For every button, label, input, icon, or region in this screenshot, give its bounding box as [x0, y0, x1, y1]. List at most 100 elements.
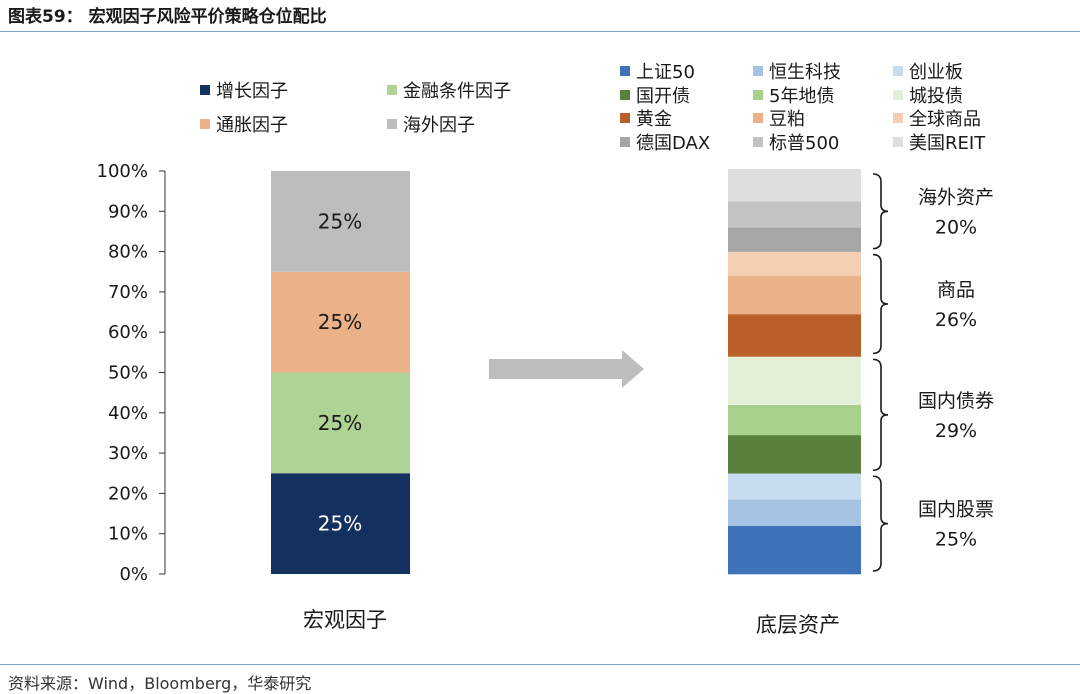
legend-label: 通胀因子: [216, 115, 288, 136]
legend-label: 标普500: [769, 132, 840, 154]
asset-bar: [728, 168, 861, 575]
legend-label: 城投债: [909, 85, 963, 107]
legend-label: 全球商品: [909, 109, 981, 130]
y-tick-label: 10%: [108, 524, 148, 545]
legend-swatch: [620, 89, 630, 100]
legend-swatch: [620, 66, 630, 76]
bar-segment: [728, 251, 861, 277]
y-tick-label: 90%: [108, 201, 148, 222]
bar-segment: [728, 404, 861, 436]
legend-item: 海外因子: [387, 111, 475, 137]
legend-swatch: [893, 113, 903, 123]
x-category-label: 宏观因子: [303, 608, 387, 632]
legend-item: 5年地债: [753, 82, 834, 108]
legend-swatch: [200, 85, 210, 95]
legend-swatch: [893, 66, 903, 76]
bar-segment: [728, 525, 861, 575]
y-tick-label: 30%: [108, 443, 148, 464]
group-name: 海外资产: [918, 186, 994, 208]
bar-segment: [271, 271, 410, 373]
bar-segment: [728, 227, 861, 252]
legend-label: 创业板: [909, 62, 963, 83]
group-value: 26%: [935, 309, 977, 331]
legend-item: 黄金: [620, 105, 672, 131]
y-tick-label: 70%: [108, 282, 148, 303]
x-categories: 宏观因子 底层资产: [303, 608, 840, 637]
y-tick-label: 100%: [97, 161, 148, 182]
legend-swatch: [753, 89, 763, 100]
group-bracket: [872, 173, 889, 250]
legend-item: 城投债: [893, 82, 963, 108]
macro-factor-bar: 25% 25% 25% 25%: [271, 171, 410, 574]
legend-item: 德国DAX: [620, 129, 710, 155]
legend-item: 豆粕: [753, 105, 805, 131]
bar-segment: [728, 434, 861, 474]
bar-segment: [728, 356, 861, 406]
legend-item: 金融条件因子: [387, 77, 511, 103]
y-tick-label: 40%: [108, 403, 148, 424]
group-bracket: [872, 358, 889, 472]
right-arrow-shape: [489, 350, 644, 388]
legend-label: 金融条件因子: [403, 81, 511, 102]
legend-item: 国开债: [620, 82, 690, 108]
footer-divider: [0, 664, 1080, 665]
y-tick-label: 60%: [108, 322, 148, 343]
group-bracket: [872, 475, 889, 572]
y-tick-label: 80%: [108, 242, 148, 263]
legend-label: 上证50: [636, 62, 695, 83]
legend-label: 恒生科技: [769, 62, 841, 83]
bar-segment: [728, 314, 861, 357]
y-axis: 0% 10% 20% 30% 40% 50% 60% 70% 80% 90% 100%: [97, 161, 166, 585]
legend-label: 5年地债: [769, 85, 835, 107]
legend-item: 创业板: [893, 58, 963, 84]
x-category-label: 底层资产: [756, 613, 840, 637]
bar-segment: [728, 473, 861, 500]
bar-segment: [271, 171, 410, 272]
legend-swatch: [753, 66, 763, 76]
legend-swatch: [620, 136, 630, 147]
legend-swatch: [387, 85, 397, 95]
legend-swatch: [387, 119, 397, 129]
legend-swatch: [893, 89, 903, 100]
bar-value-label: 25%: [318, 209, 362, 233]
legend-swatch: [620, 113, 630, 123]
legend-item: 全球商品: [893, 105, 981, 131]
legend-label: 豆粕: [769, 109, 805, 130]
legend-label: 增长因子: [216, 81, 288, 102]
group-name: 商品: [937, 279, 975, 301]
bar-value-label: 25%: [318, 310, 362, 334]
bar-segment: [728, 201, 861, 228]
legend-swatch: [893, 136, 903, 147]
source-note: 资料来源：Wind，Bloomberg，华泰研究: [8, 674, 312, 693]
legend-label: 美国REIT: [909, 132, 986, 154]
bar-segment: [728, 168, 861, 202]
legend-swatch: [753, 136, 763, 147]
y-tick-label: 20%: [108, 483, 148, 504]
allocation-chart: 0% 10% 20% 30% 40% 50% 60% 70% 80% 90% 100% 25% 25%…: [97, 161, 994, 637]
y-tick-label: 0%: [119, 564, 148, 585]
bar-segment: [728, 499, 861, 526]
bar-segment: [728, 275, 861, 315]
legend-item: 恒生科技: [753, 58, 841, 84]
bar-segment: [271, 372, 410, 474]
group-name: 国内债券: [918, 390, 994, 412]
figure-title: 图表59： 宏观因子风险平价策略仓位配比: [8, 7, 327, 27]
legend-label: 国开债: [636, 85, 690, 107]
legend-item: 标普500: [753, 129, 839, 155]
legend-item: 上证50: [620, 58, 695, 84]
arrow-icon: [489, 350, 644, 388]
bar-segment: [271, 473, 410, 574]
y-tick-label: 50%: [108, 363, 148, 384]
legend-item: 美国REIT: [893, 129, 985, 155]
legend-swatch: [200, 119, 210, 129]
legend-item: 通胀因子: [200, 111, 288, 137]
legend-label: 黄金: [636, 109, 672, 130]
legend-item: 增长因子: [200, 77, 288, 103]
legend-swatch: [753, 113, 763, 123]
group-bracket: [872, 253, 889, 355]
group-value: 20%: [935, 216, 977, 238]
title-divider: [0, 31, 1080, 32]
group-value: 29%: [935, 420, 977, 442]
group-value: 25%: [935, 529, 977, 551]
group-brackets: 国内股票 25% 国内债券 29% 商品 26% 海外资产 20%: [872, 173, 994, 572]
